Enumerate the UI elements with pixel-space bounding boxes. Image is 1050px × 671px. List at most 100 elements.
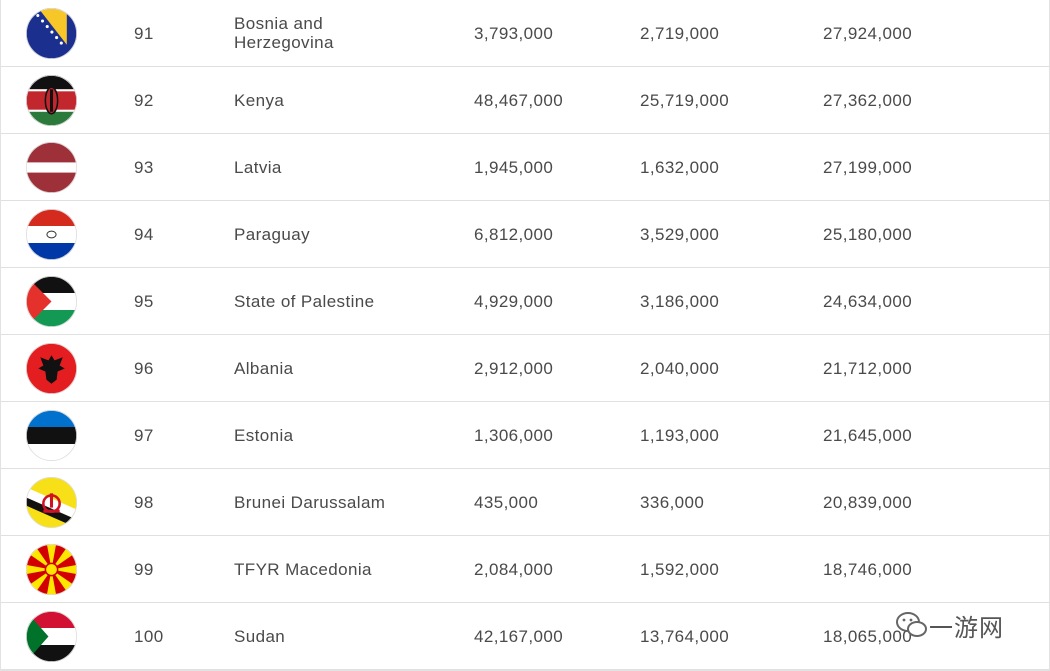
flag-part <box>31 8 35 12</box>
rank: 96 <box>134 358 154 378</box>
flag-part <box>45 25 49 29</box>
flag-body <box>26 611 77 663</box>
value-2: 3,529,000 <box>640 224 720 244</box>
value-2: 336,000 <box>640 492 705 512</box>
flag-ring <box>26 544 77 596</box>
flag-part <box>26 611 49 663</box>
flag-part <box>46 230 57 239</box>
value-3: 25,180,000 <box>823 224 913 244</box>
value-3: 27,362,000 <box>823 90 913 110</box>
value-3: 18,746,000 <box>823 559 913 579</box>
flag-part <box>26 162 77 173</box>
value-1: 42,167,000 <box>474 626 564 646</box>
flag-part <box>38 355 65 385</box>
rank: 100 <box>134 626 164 646</box>
flag-icon <box>26 544 77 596</box>
flag-body <box>26 8 77 59</box>
flag-part <box>51 562 77 578</box>
flag-body <box>26 142 77 194</box>
flag-body <box>26 477 77 529</box>
flag-ring <box>26 477 77 529</box>
flag-part <box>26 562 52 578</box>
flag-part <box>26 243 77 261</box>
value-2: 1,632,000 <box>640 157 720 177</box>
country: State of Palestine <box>234 291 375 311</box>
value-3: 27,924,000 <box>823 23 913 43</box>
table-row: 96 Albania 2,912,000 2,040,000 21,712,000 <box>1 335 1049 403</box>
flag-part <box>49 493 54 508</box>
country: Paraguay <box>234 224 310 244</box>
table-row: 93 Latvia 1,945,000 1,632,000 27,199,000 <box>1 134 1049 202</box>
rank: 93 <box>134 157 154 177</box>
value-1: 48,467,000 <box>474 90 564 110</box>
flag-part <box>55 36 59 40</box>
country: Albania <box>234 358 294 378</box>
flag-icon <box>26 75 77 127</box>
value-1: 2,912,000 <box>474 358 554 378</box>
table-row: 92 Kenya 48,467,000 25,719,000 27,362,000 <box>1 67 1049 135</box>
rank: 91 <box>134 23 154 43</box>
flag-icon <box>26 142 77 194</box>
value-3: 18,065,000 <box>823 626 913 646</box>
flag-part <box>44 544 59 570</box>
wechat-icon <box>896 612 927 637</box>
flag-icon <box>26 611 77 663</box>
value-1: 1,945,000 <box>474 157 554 177</box>
flag-icon <box>26 276 77 328</box>
value-2: 1,193,000 <box>640 425 720 445</box>
flag-ring <box>26 209 77 261</box>
flag-icon <box>26 343 77 395</box>
flag-part <box>44 563 59 577</box>
value-1: 1,306,000 <box>474 425 554 445</box>
country: Estonia <box>234 425 294 445</box>
rank: 97 <box>134 425 154 445</box>
flag-part <box>44 569 59 596</box>
flag-ring <box>26 75 77 127</box>
table-row: 95 State of Palestine 4,929,000 3,186,000 24… <box>1 268 1049 336</box>
table-row: 91 Bosnia and Herzegovina 3,793,000 2,719,0… <box>1 0 1049 67</box>
value-1: 4,929,000 <box>474 291 554 311</box>
flag-ring <box>26 343 77 395</box>
table-row: 100 Sudan 42,167,000 13,764,000 18,065,000 <box>1 603 1049 671</box>
value-3: 20,839,000 <box>823 492 913 512</box>
value-2: 13,764,000 <box>640 626 730 646</box>
country: TFYR Macedonia <box>234 559 372 579</box>
flag-part <box>26 444 77 462</box>
flag-ring <box>26 276 77 328</box>
flag-part <box>40 19 45 23</box>
watermark: 一游网 <box>895 608 1004 642</box>
table-row: 97 Estonia 1,306,000 1,193,000 21,645,000 <box>1 402 1049 470</box>
flag-icon <box>26 8 77 59</box>
flag-part <box>26 410 77 428</box>
flag-part <box>26 152 77 163</box>
flag-part <box>49 89 54 112</box>
flag-icon <box>26 209 77 261</box>
flag-part <box>26 172 77 184</box>
flag-part <box>26 182 77 194</box>
flag-ring <box>26 611 77 663</box>
country: Bosnia and Herzegovina <box>234 14 334 52</box>
flag-part <box>50 30 54 34</box>
value-3: 21,712,000 <box>823 358 913 378</box>
rank: 92 <box>134 90 154 110</box>
table-row: 98 Brunei Darussalam 435,000 336,000 20,839,… <box>1 469 1049 537</box>
rank: 95 <box>134 291 154 311</box>
table-row: 94 Paraguay 6,812,000 3,529,000 25,180,000 <box>1 201 1049 269</box>
flag-part <box>59 41 63 45</box>
flag-ring <box>26 8 77 59</box>
value-3: 24,634,000 <box>823 291 913 311</box>
value-1: 6,812,000 <box>474 224 554 244</box>
country: Kenya <box>234 90 285 110</box>
flag-ring <box>26 410 77 462</box>
flag-body <box>26 343 77 395</box>
country: Sudan <box>234 626 286 646</box>
value-3: 21,645,000 <box>823 425 913 445</box>
flag-part <box>26 142 77 153</box>
flag-icon <box>26 410 77 462</box>
flag-part <box>43 509 60 514</box>
watermark-text: 一游网 <box>929 614 1004 642</box>
rank: 99 <box>134 559 154 579</box>
value-2: 2,719,000 <box>640 23 720 43</box>
